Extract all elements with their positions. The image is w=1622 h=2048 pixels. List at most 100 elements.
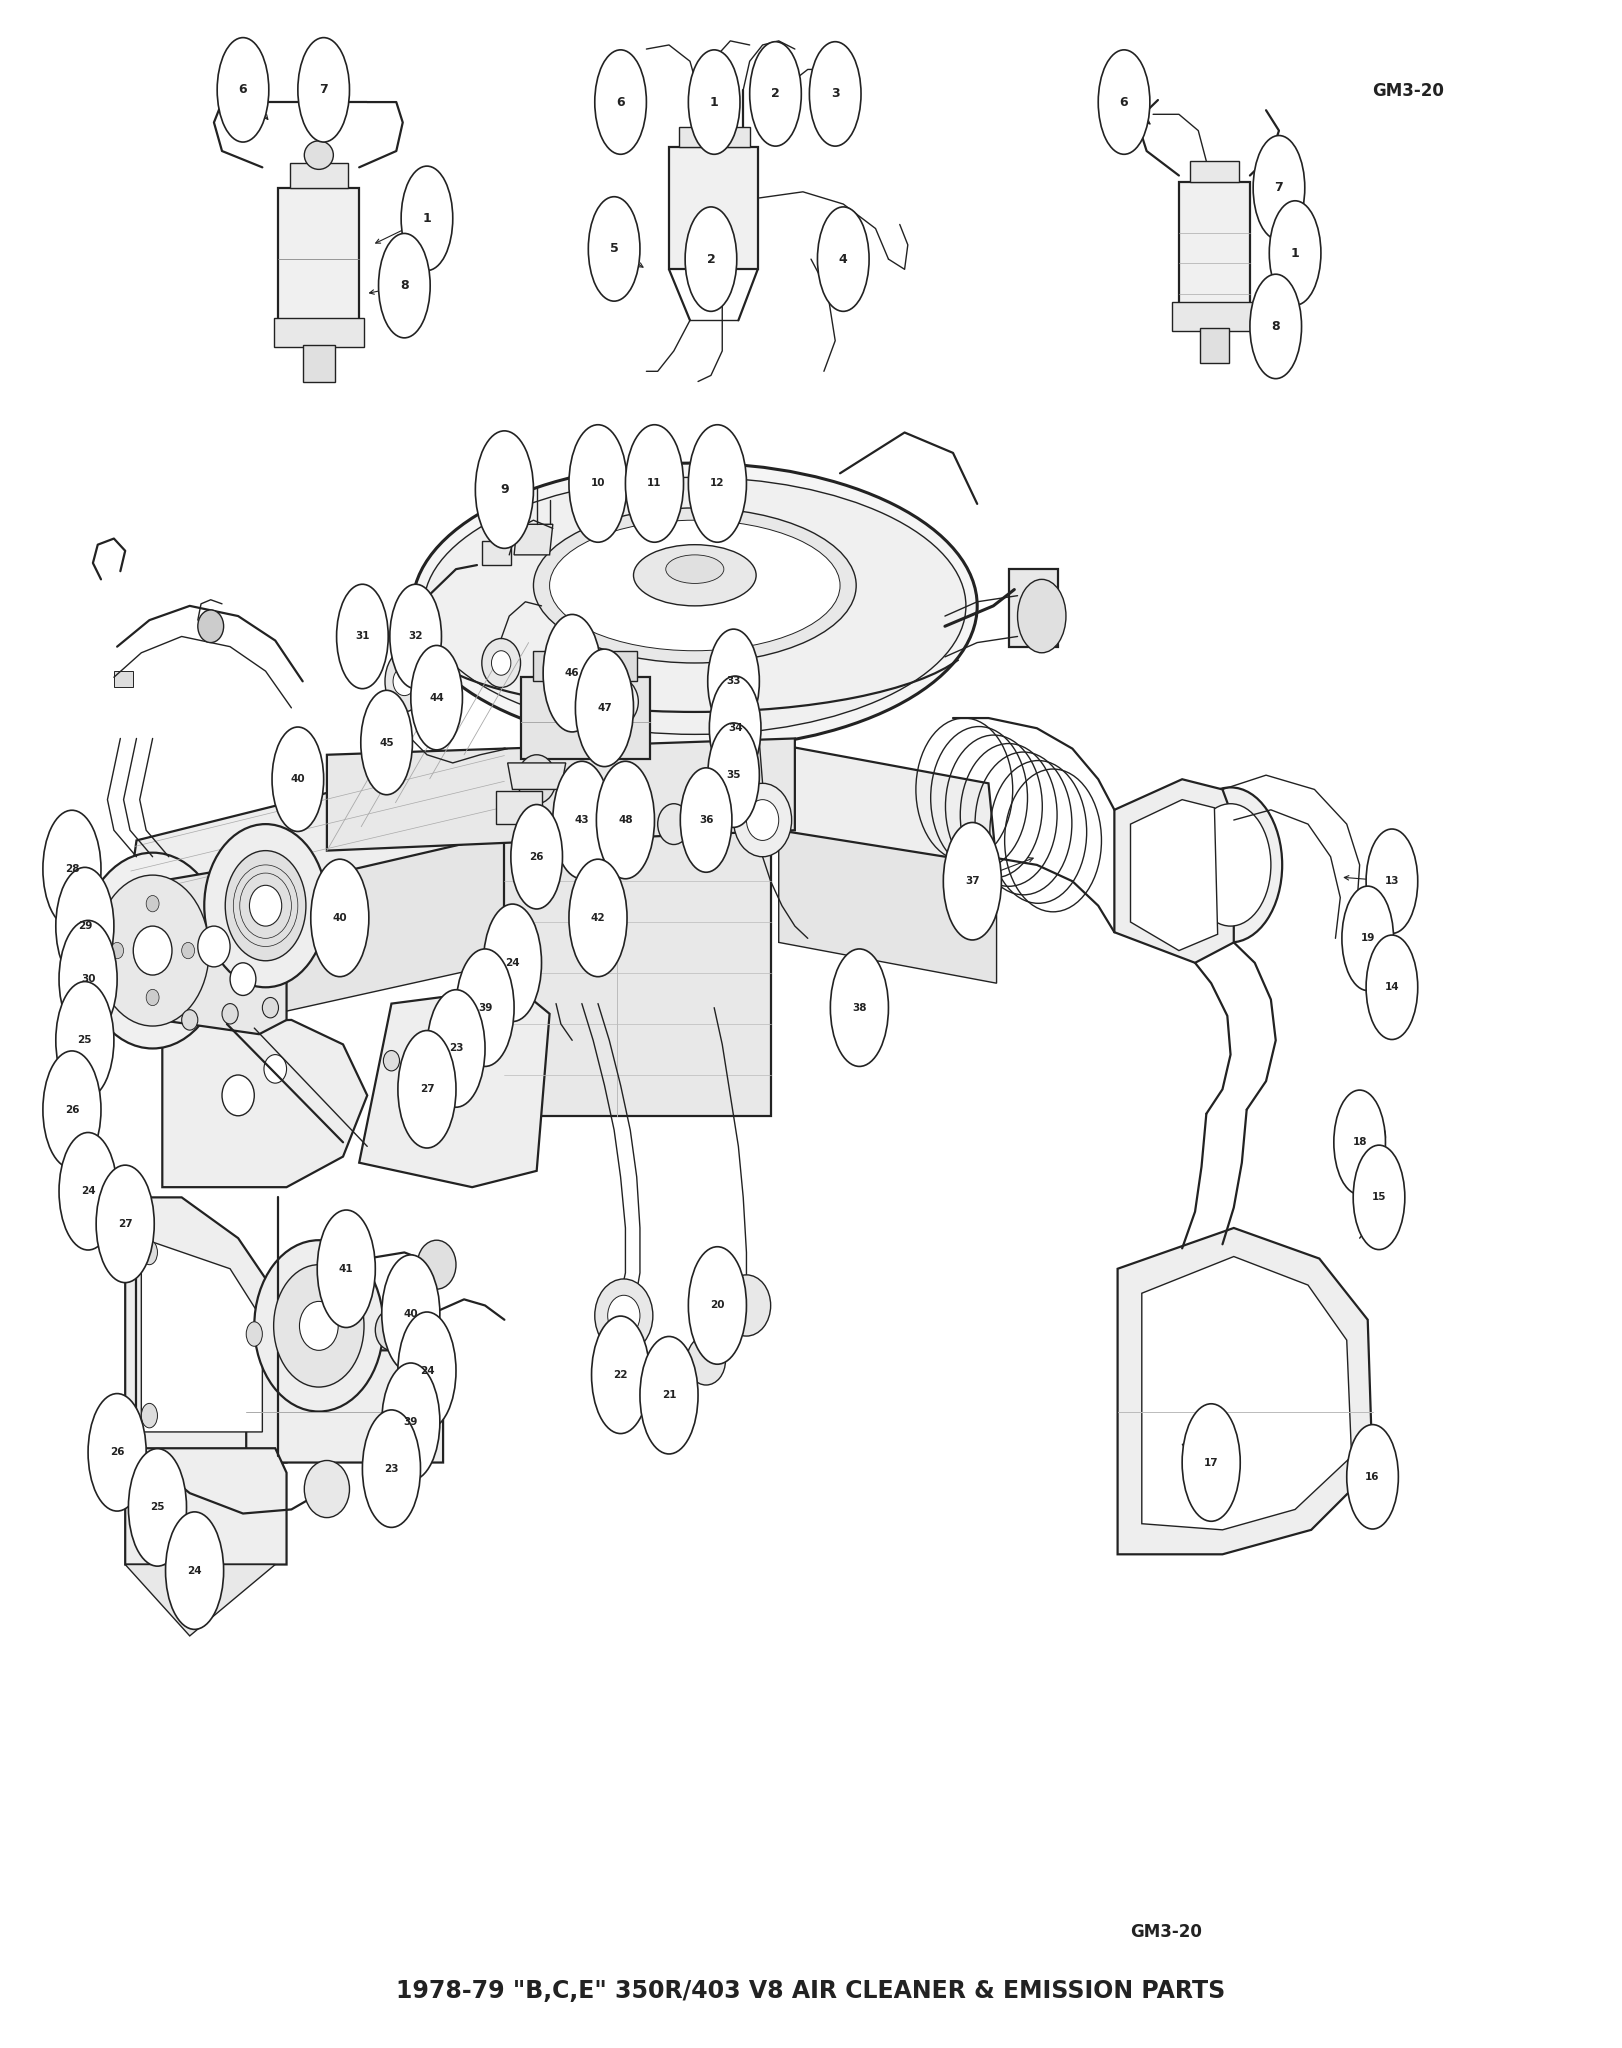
- Text: 44: 44: [430, 692, 444, 702]
- Polygon shape: [1114, 778, 1234, 963]
- Bar: [504, 829, 770, 1116]
- Ellipse shape: [686, 1335, 725, 1384]
- Text: 1: 1: [710, 96, 719, 109]
- Text: 8: 8: [401, 279, 409, 293]
- Ellipse shape: [225, 850, 307, 961]
- Text: 38: 38: [852, 1004, 866, 1012]
- Text: 40: 40: [404, 1309, 418, 1319]
- Text: 24: 24: [81, 1186, 96, 1196]
- Text: 25: 25: [78, 1036, 92, 1044]
- Ellipse shape: [58, 1133, 117, 1249]
- Ellipse shape: [576, 649, 634, 766]
- Ellipse shape: [393, 668, 415, 696]
- Bar: [521, 678, 650, 760]
- Ellipse shape: [722, 1274, 770, 1335]
- Ellipse shape: [141, 1241, 157, 1266]
- Ellipse shape: [255, 1241, 383, 1411]
- Ellipse shape: [410, 645, 462, 750]
- Ellipse shape: [517, 756, 556, 803]
- Text: 11: 11: [647, 479, 662, 489]
- Ellipse shape: [133, 926, 172, 975]
- Text: 23: 23: [449, 1044, 464, 1053]
- Ellipse shape: [491, 651, 511, 676]
- Ellipse shape: [558, 670, 639, 735]
- Text: 36: 36: [699, 815, 714, 825]
- Ellipse shape: [550, 520, 840, 651]
- Text: 40: 40: [290, 774, 305, 784]
- Ellipse shape: [383, 1051, 399, 1071]
- Ellipse shape: [417, 1241, 456, 1288]
- Bar: [303, 344, 336, 381]
- Ellipse shape: [427, 989, 485, 1108]
- Ellipse shape: [389, 584, 441, 688]
- Ellipse shape: [733, 782, 792, 856]
- Ellipse shape: [817, 207, 869, 311]
- Ellipse shape: [110, 942, 123, 958]
- Polygon shape: [1131, 799, 1218, 950]
- Text: 19: 19: [1361, 934, 1375, 944]
- Text: 26: 26: [65, 1104, 79, 1114]
- Polygon shape: [1118, 1229, 1372, 1554]
- Ellipse shape: [1179, 786, 1281, 942]
- Polygon shape: [358, 987, 550, 1188]
- Ellipse shape: [688, 1247, 746, 1364]
- Text: GM3-20: GM3-20: [1131, 1923, 1202, 1942]
- Text: GM3-20: GM3-20: [1372, 82, 1444, 100]
- Text: 5: 5: [610, 242, 618, 256]
- Ellipse shape: [595, 1278, 654, 1352]
- Ellipse shape: [749, 41, 801, 145]
- Text: 3: 3: [830, 88, 840, 100]
- Text: 43: 43: [574, 815, 589, 825]
- Bar: [290, 164, 347, 188]
- Text: 4: 4: [839, 252, 848, 266]
- Polygon shape: [125, 1565, 276, 1636]
- Ellipse shape: [141, 1403, 157, 1427]
- Text: 48: 48: [618, 815, 633, 825]
- Ellipse shape: [300, 1300, 339, 1350]
- Ellipse shape: [263, 997, 279, 1018]
- Bar: [566, 788, 590, 840]
- Text: 9: 9: [500, 483, 509, 496]
- Ellipse shape: [182, 1010, 198, 1030]
- Text: 15: 15: [1372, 1192, 1387, 1202]
- Ellipse shape: [483, 903, 542, 1022]
- Ellipse shape: [543, 614, 602, 731]
- Ellipse shape: [592, 1317, 650, 1434]
- Text: 45: 45: [380, 737, 394, 748]
- Ellipse shape: [1366, 936, 1418, 1040]
- Text: 17: 17: [1204, 1458, 1218, 1468]
- Ellipse shape: [1341, 887, 1393, 991]
- Ellipse shape: [634, 545, 756, 606]
- Bar: [1173, 301, 1257, 330]
- Ellipse shape: [375, 1309, 407, 1350]
- Text: 26: 26: [110, 1448, 125, 1458]
- Ellipse shape: [146, 989, 159, 1006]
- Text: 1978-79 "B,C,E" 350R/403 V8 AIR CLEANER & EMISSION PARTS: 1978-79 "B,C,E" 350R/403 V8 AIR CLEANER …: [396, 1978, 1226, 2003]
- Ellipse shape: [204, 823, 328, 987]
- Ellipse shape: [55, 868, 114, 985]
- Text: 42: 42: [590, 913, 605, 924]
- Text: 6: 6: [1119, 96, 1129, 109]
- Text: 32: 32: [409, 631, 423, 641]
- Text: 35: 35: [727, 770, 741, 780]
- Polygon shape: [514, 524, 553, 555]
- Text: 2: 2: [770, 88, 780, 100]
- Ellipse shape: [198, 610, 224, 643]
- Ellipse shape: [79, 852, 225, 1049]
- Ellipse shape: [566, 678, 631, 727]
- Text: 12: 12: [710, 479, 725, 489]
- Text: 30: 30: [81, 975, 96, 985]
- Ellipse shape: [378, 233, 430, 338]
- Ellipse shape: [222, 1075, 255, 1116]
- Ellipse shape: [381, 1255, 440, 1372]
- Text: 23: 23: [384, 1464, 399, 1475]
- Ellipse shape: [182, 942, 195, 958]
- Ellipse shape: [641, 1337, 697, 1454]
- Ellipse shape: [534, 508, 856, 664]
- Ellipse shape: [595, 49, 647, 154]
- Ellipse shape: [42, 1051, 101, 1169]
- Ellipse shape: [318, 1210, 375, 1327]
- Ellipse shape: [944, 823, 1001, 940]
- Ellipse shape: [198, 926, 230, 967]
- Text: 24: 24: [420, 1366, 435, 1376]
